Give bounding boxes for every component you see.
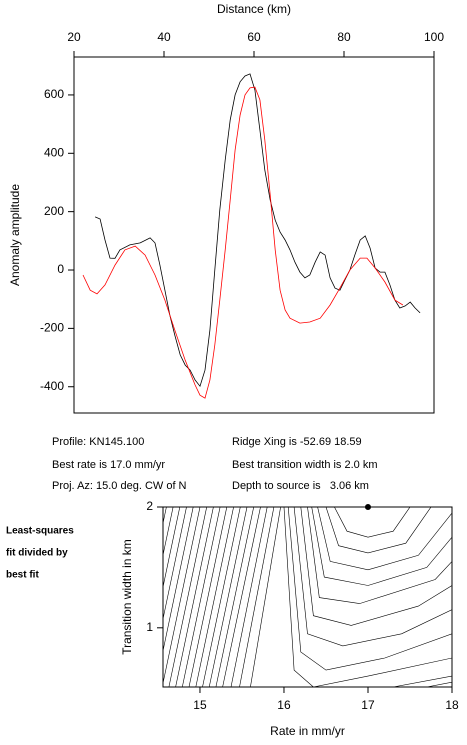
contour-line	[250, 507, 281, 687]
contour-line	[426, 681, 452, 687]
contour-line	[307, 507, 452, 604]
y-tick-label: 0	[57, 262, 64, 276]
contour-line	[325, 507, 432, 554]
x-tick-label: 15	[193, 698, 207, 712]
contour-line	[334, 507, 411, 538]
y-tick-label: 600	[44, 87, 64, 101]
x-axis-label: Distance (km)	[217, 2, 291, 16]
y-tick-label: 2	[146, 499, 153, 513]
contour-line	[163, 507, 181, 589]
x-tick-label: 80	[337, 30, 351, 44]
data-line	[82, 86, 404, 399]
contour-line	[215, 507, 254, 687]
contour-line	[239, 507, 275, 687]
x-tick-label: 16	[277, 698, 291, 712]
contour-line	[168, 507, 207, 687]
contour-line	[287, 507, 452, 671]
y-tick-label: -200	[40, 321, 64, 335]
contour-line	[188, 507, 228, 687]
contour-line	[208, 507, 248, 687]
contour-line	[222, 507, 261, 687]
y-tick-label: 400	[44, 145, 64, 159]
contour-line	[163, 507, 174, 557]
contour-line	[195, 507, 234, 687]
info-text: Best rate is 17.0 mm/yr	[52, 459, 165, 471]
contour-line	[163, 507, 187, 621]
contour-line	[163, 507, 167, 525]
contour-line	[311, 507, 452, 586]
side-note: Least-squares	[6, 526, 74, 537]
y-tick-label: 200	[44, 204, 64, 218]
info-text: Profile: KN145.100	[52, 436, 144, 448]
contour-line	[317, 507, 452, 571]
x-axis-label: Rate in mm/yr	[270, 724, 345, 738]
plot-frame	[73, 56, 435, 414]
x-tick-label: 100	[424, 30, 444, 44]
contour-line	[300, 507, 452, 626]
y-axis-label: Anomaly amplitude	[8, 184, 22, 286]
y-tick-label: 1	[146, 620, 153, 634]
contour-line	[175, 507, 214, 687]
x-tick-label: 20	[67, 30, 81, 44]
contour-line	[163, 507, 194, 653]
contour-line	[393, 675, 452, 687]
x-tick-label: 40	[157, 30, 171, 44]
x-tick-label: 17	[361, 698, 375, 712]
contour-line	[293, 507, 452, 647]
data-line	[94, 73, 421, 388]
info-text: Ridge Xing is -52.69 18.59	[232, 436, 362, 448]
best-fit-point	[364, 504, 371, 510]
contour-line	[202, 507, 241, 687]
info-text: Best transition width is 2.0 km	[232, 459, 378, 471]
side-note: fit divided by	[6, 548, 68, 559]
contour-line	[163, 507, 201, 685]
info-text: Depth to source is 3.06 km	[232, 480, 369, 492]
info-text: Proj. Az: 15.0 deg. CW of N	[52, 480, 187, 492]
x-tick-label: 60	[247, 30, 261, 44]
x-tick-label: 18	[445, 698, 459, 712]
side-note: best fit	[6, 570, 39, 581]
y-axis-label: Transition width in km	[120, 539, 134, 655]
contour-line	[230, 507, 268, 687]
contour-line	[283, 507, 452, 687]
plot-frame	[162, 506, 453, 688]
contour-line	[182, 507, 221, 687]
y-tick-label: -400	[40, 379, 64, 393]
